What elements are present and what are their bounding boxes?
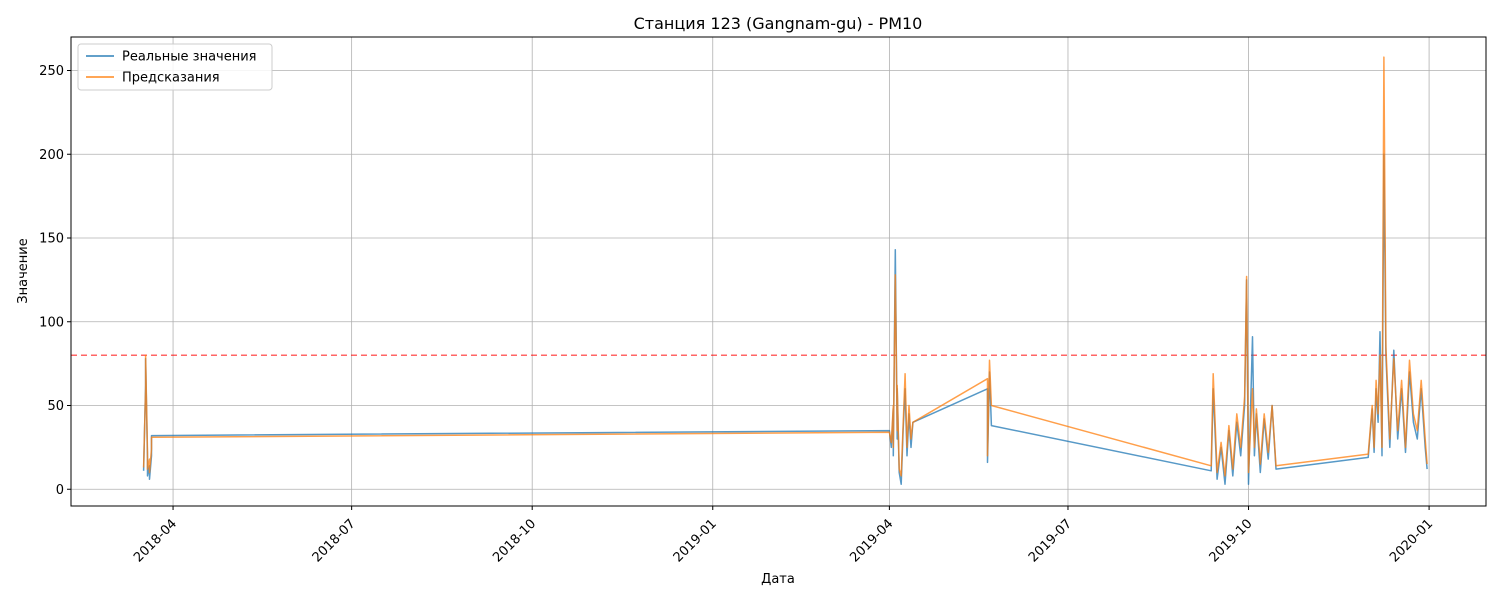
series-layer [142,56,1428,485]
chart-legend: Реальные значения Предсказания [77,43,273,91]
x-tick-label: 2018-07 [310,516,359,565]
x-tick-label: 2018-04 [131,516,180,565]
y-tick-label: 150 [39,232,64,247]
axes-layer: 2018-04 2018-07 2018-10 2019-01 2019-04 2019-… [39,36,1487,565]
x-tick-label: 2019-10 [1207,516,1256,565]
x-tick-label: 2019-01 [671,516,720,565]
x-tick-label: 2018-10 [490,516,539,565]
series-line-1 [142,56,1428,477]
legend-label-1: Предсказания [122,71,220,86]
legend-box [77,43,273,91]
x-tick-label: 2019-04 [847,516,896,565]
legend-label-0: Реальные значения [122,50,257,65]
x-tick-label: 2019-07 [1026,516,1075,565]
y-tick-label: 200 [39,148,64,163]
chart-title: Станция 123 (Gangnam-gu) - PM10 [634,14,923,33]
y-axis-label: Значение [16,238,31,303]
x-tick-label: 2020-01 [1387,516,1436,565]
plot-frame [70,36,1487,507]
y-tick-label: 250 [39,64,64,79]
y-tick-label: 0 [56,483,64,498]
x-axis-label: Дата [761,572,795,587]
y-tick-label: 50 [47,399,64,414]
y-tick-label: 100 [39,315,64,330]
